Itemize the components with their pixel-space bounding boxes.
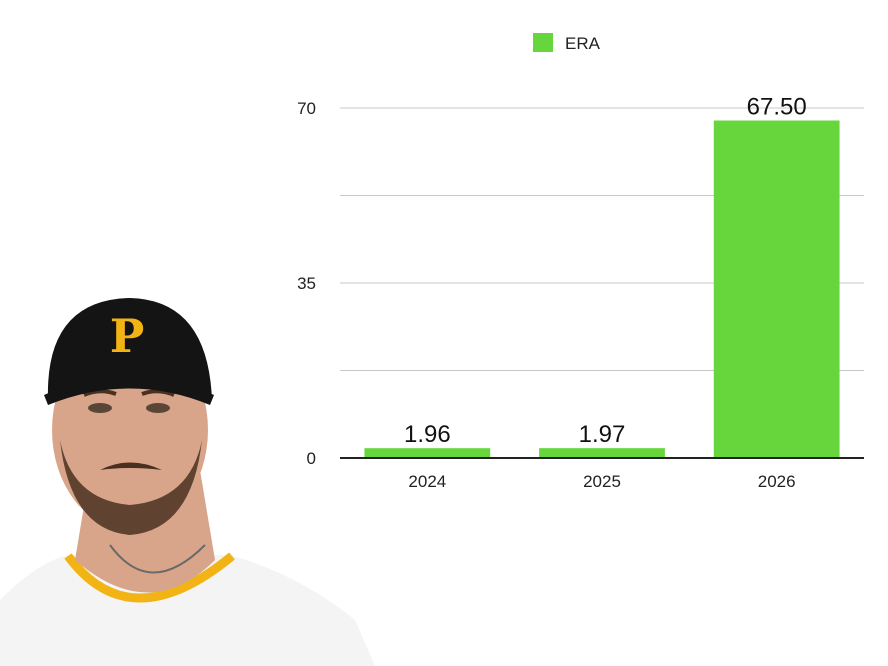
right-eye xyxy=(146,403,170,413)
right-eyebrow xyxy=(141,389,175,397)
y-axis-tick-labels: 0 35 70 xyxy=(297,99,316,468)
y-tick-label: 70 xyxy=(297,99,316,118)
x-tick-label: 2025 xyxy=(583,472,621,491)
x-tick-label: 2026 xyxy=(758,472,796,491)
jersey-collar xyxy=(64,552,235,603)
bar-value-label: 67.50 xyxy=(747,94,807,121)
legend-swatch-era xyxy=(533,33,553,52)
legend: ERA xyxy=(533,33,601,53)
left-eye xyxy=(88,403,112,413)
left-eyebrow xyxy=(83,389,117,397)
beard xyxy=(60,440,202,535)
cap-logo: P xyxy=(110,309,145,363)
necklace xyxy=(109,544,206,574)
x-tick-label: 2024 xyxy=(408,472,446,491)
mustache xyxy=(100,462,162,470)
y-tick-label: 35 xyxy=(297,274,316,293)
cap xyxy=(47,298,212,400)
legend-label-era: ERA xyxy=(565,34,601,53)
bar-2024 xyxy=(364,448,491,458)
bar-2025 xyxy=(539,448,665,458)
bar-value-labels: 1.96 1.97 67.50 xyxy=(404,94,807,449)
cap-brim xyxy=(44,375,214,405)
bar-2026 xyxy=(713,120,840,458)
y-tick-label: 0 xyxy=(307,449,316,468)
era-bar-chart: 1.96 1.97 67.50 0 35 70 2024 2025 2026 ERA xyxy=(297,33,864,491)
x-axis-tick-labels: 2024 2025 2026 xyxy=(408,472,795,491)
bar-value-label: 1.97 xyxy=(579,421,626,448)
bars xyxy=(364,120,840,458)
player-photo: P xyxy=(0,298,375,666)
bar-value-label: 1.96 xyxy=(404,421,451,448)
